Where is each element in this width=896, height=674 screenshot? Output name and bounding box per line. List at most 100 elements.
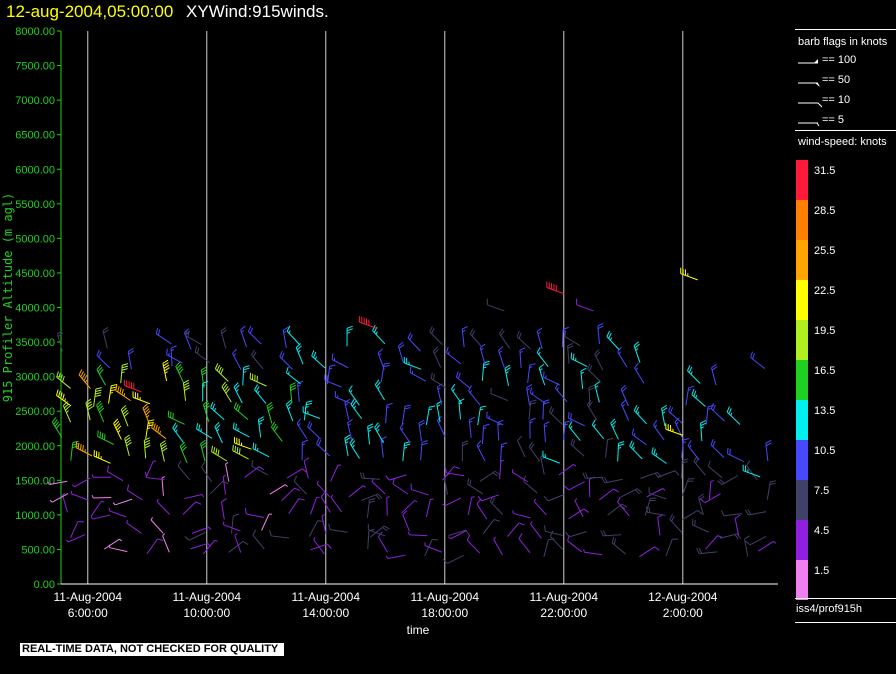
wind-barb-flag bbox=[203, 400, 209, 405]
wind-barb-flag bbox=[91, 474, 94, 478]
barb-legend-10-label: == 10 bbox=[822, 94, 851, 106]
wind-barb bbox=[230, 515, 234, 534]
wind-barb bbox=[576, 304, 594, 312]
wind-barb bbox=[564, 336, 581, 347]
wind-barb bbox=[710, 408, 725, 422]
wind-barb-flag bbox=[288, 330, 291, 334]
wind-barb bbox=[200, 369, 205, 388]
wind-barb-flag bbox=[305, 406, 309, 408]
wind-barb-flag bbox=[362, 485, 366, 488]
wind-barb-flag bbox=[572, 353, 575, 360]
wind-barb bbox=[228, 541, 244, 553]
wind-barb-flag bbox=[548, 406, 553, 413]
wind-barb-flag bbox=[734, 534, 739, 540]
wind-barb-flag bbox=[244, 508, 247, 515]
wind-barb-flag bbox=[674, 470, 680, 476]
wind-barb-flag bbox=[618, 441, 625, 444]
wind-barb bbox=[476, 503, 488, 520]
wind-barb bbox=[78, 374, 91, 389]
wind-barb-flag bbox=[128, 350, 135, 355]
wind-barb bbox=[633, 410, 647, 425]
x-tick-label-time: 14:00:00 bbox=[302, 606, 349, 620]
wind-barb bbox=[392, 483, 409, 495]
wind-barb-flag bbox=[314, 356, 318, 360]
wind-barb-flag bbox=[501, 442, 508, 446]
wind-barb bbox=[159, 443, 165, 462]
wind-barb-flag bbox=[529, 366, 533, 369]
wind-barb-flag bbox=[591, 419, 596, 426]
wind-barb-flag bbox=[313, 351, 317, 358]
wind-barb-flag bbox=[56, 389, 59, 396]
wind-barb-flag bbox=[462, 329, 466, 333]
wind-barb-flag bbox=[258, 422, 262, 425]
wind-barb-flag bbox=[232, 348, 237, 354]
wind-barb bbox=[385, 405, 388, 424]
wind-barb bbox=[368, 529, 386, 537]
y-tick-label: 5000.00 bbox=[15, 233, 55, 245]
wind-barb bbox=[146, 477, 165, 481]
wind-barb-flag bbox=[594, 349, 600, 355]
y-tick-label: 7500.00 bbox=[15, 61, 55, 73]
wind-barb bbox=[96, 405, 105, 422]
wind-barb-flag bbox=[79, 443, 82, 450]
wind-barb bbox=[75, 447, 93, 457]
legend-top-rule bbox=[795, 29, 896, 30]
wind-barb-flag bbox=[681, 460, 688, 464]
wind-barb-flag bbox=[201, 369, 208, 373]
wind-barb-flag bbox=[344, 434, 351, 439]
wind-barb-flag bbox=[567, 345, 574, 349]
wind-barb-flag bbox=[402, 510, 408, 515]
wind-barb-flag bbox=[216, 428, 220, 432]
wind-barb-flag bbox=[61, 376, 65, 383]
wind-barb-flag bbox=[124, 434, 130, 439]
wind-barb-flag bbox=[96, 364, 102, 370]
wind-barb bbox=[429, 331, 443, 345]
wind-barb-flag bbox=[58, 372, 61, 379]
wind-barb-flag bbox=[344, 437, 351, 442]
wind-barb bbox=[109, 510, 127, 518]
wind-barb-flag bbox=[418, 419, 425, 424]
wind-barb-flag bbox=[595, 351, 601, 357]
wind-barb bbox=[443, 476, 448, 495]
wind-barb-flag bbox=[452, 388, 455, 392]
wind-barb-flag bbox=[467, 478, 470, 485]
wind-barb bbox=[585, 476, 604, 479]
wind-barb-flag bbox=[142, 403, 148, 409]
wind-barb-flag bbox=[377, 493, 383, 499]
wind-barb-flag bbox=[157, 426, 160, 433]
wind-barb-flag bbox=[717, 480, 723, 485]
wind-barb bbox=[658, 470, 676, 478]
wind-barb-flag bbox=[296, 418, 301, 424]
wind-barb-flag bbox=[313, 536, 316, 540]
wind-barb bbox=[558, 464, 574, 476]
wind-barb-flag bbox=[421, 440, 428, 443]
wind-barb-flag bbox=[471, 496, 475, 498]
wind-barb bbox=[594, 384, 600, 403]
wind-barb-flag bbox=[377, 348, 383, 354]
wind-barb-flag bbox=[144, 442, 151, 446]
wind-barb bbox=[468, 390, 481, 406]
wind-barb-flag bbox=[249, 327, 254, 334]
wind-barb bbox=[425, 499, 431, 518]
wind-barb-flag bbox=[601, 477, 606, 484]
wind-barb-flag bbox=[258, 416, 264, 420]
wind-barb bbox=[85, 402, 91, 421]
wind-barb-flag bbox=[236, 447, 239, 454]
wind-barb bbox=[481, 494, 500, 502]
wind-barb-flag bbox=[587, 363, 591, 370]
wind-barb-flag bbox=[720, 510, 725, 517]
wind-barb-flag bbox=[398, 341, 404, 347]
wind-barb-flag bbox=[597, 325, 604, 329]
wind-barb-flag bbox=[437, 383, 443, 388]
wind-barb-flag bbox=[564, 330, 567, 337]
wind-barb bbox=[402, 443, 406, 462]
wind-barb-flag bbox=[700, 422, 707, 427]
wind-barb bbox=[70, 521, 79, 539]
wind-barb-flag bbox=[171, 349, 175, 352]
wind-barb bbox=[606, 336, 620, 351]
wind-barb-flag bbox=[196, 423, 199, 430]
wind-barb bbox=[633, 345, 641, 363]
wind-barb bbox=[402, 514, 410, 532]
wind-barb bbox=[528, 446, 541, 462]
wind-barb bbox=[348, 390, 360, 406]
